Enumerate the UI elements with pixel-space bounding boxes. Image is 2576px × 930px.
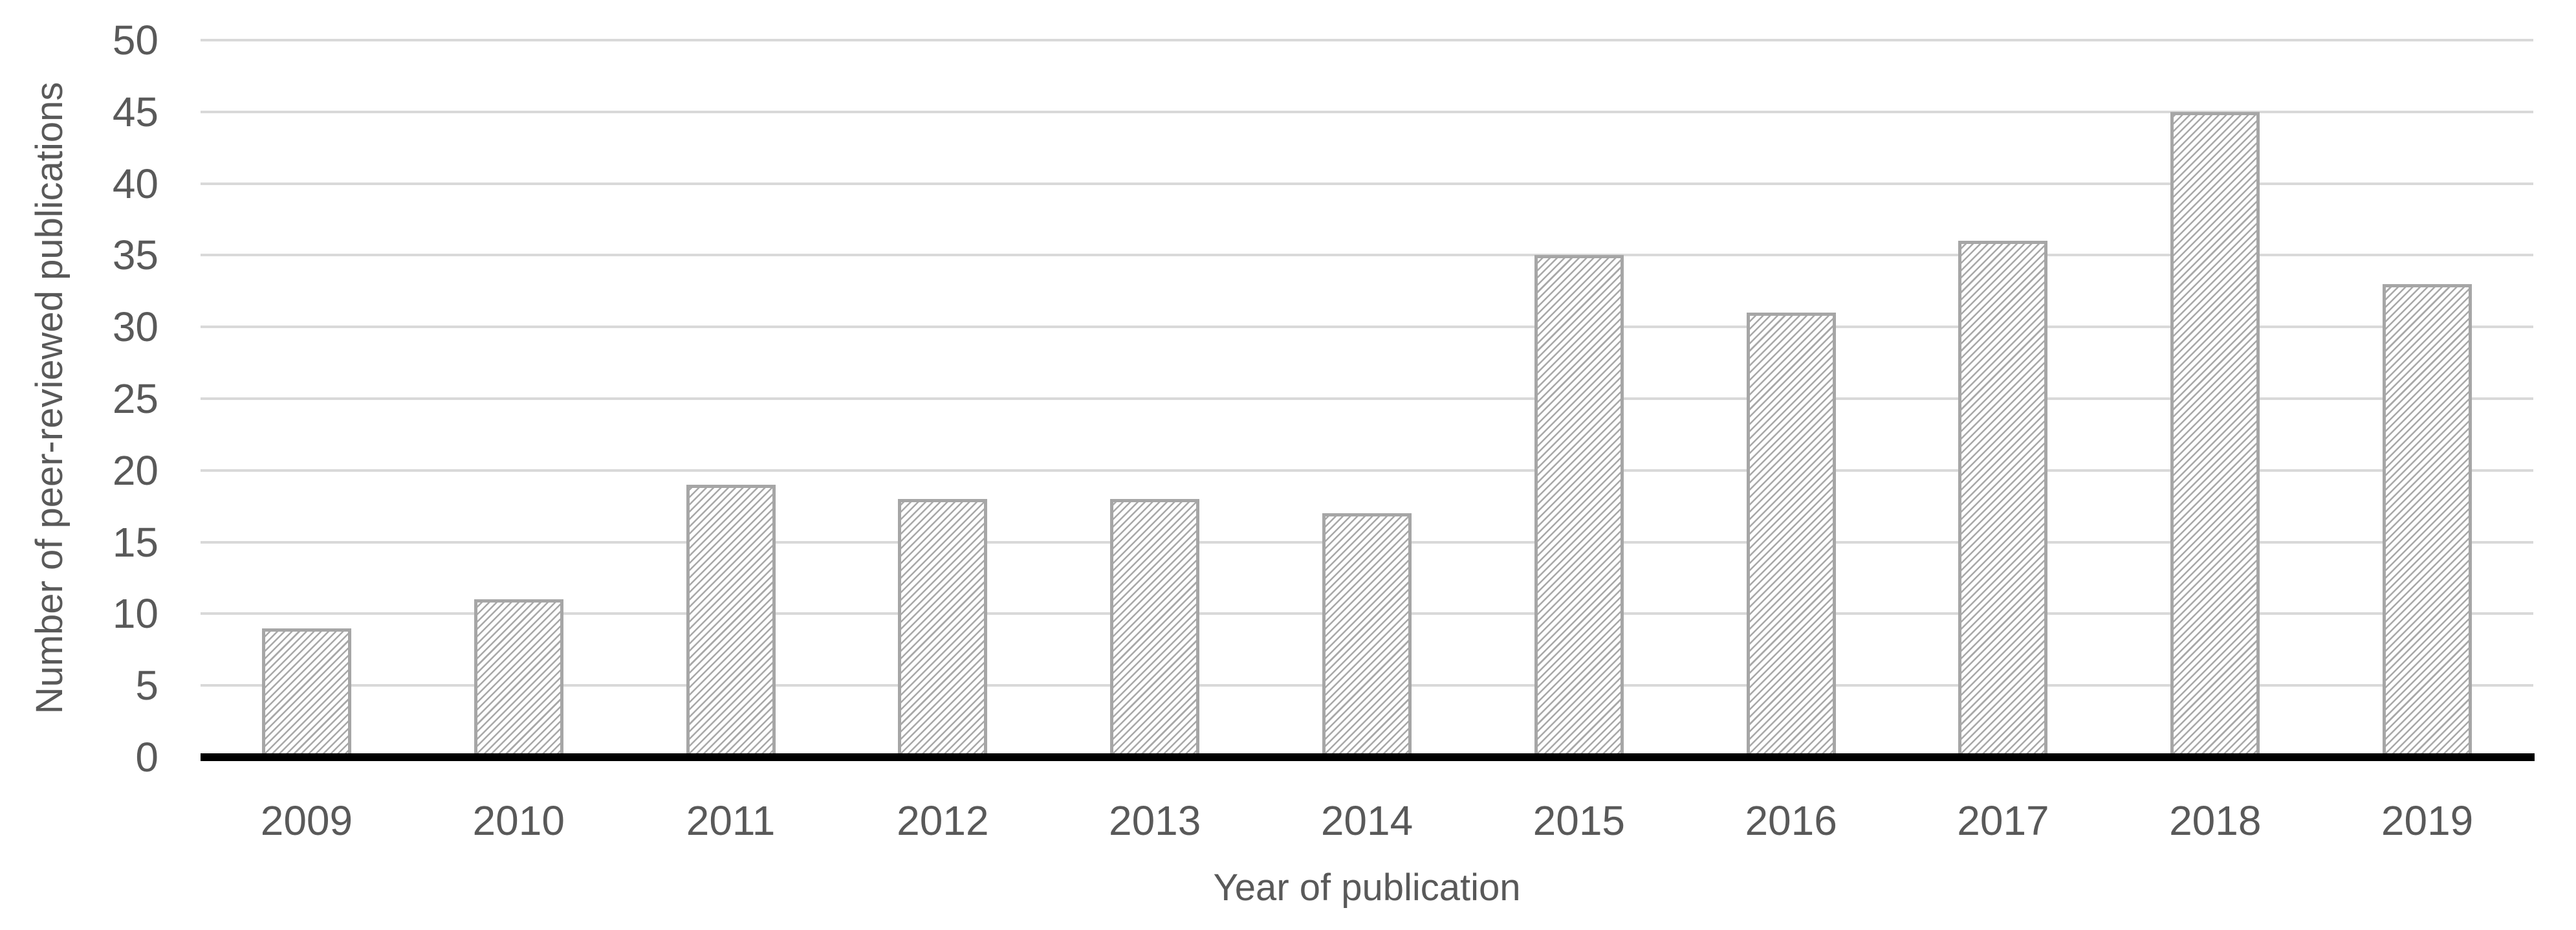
x-tick-label-2011: 2011 [686, 797, 776, 844]
x-tick-label-2019: 2019 [2381, 797, 2474, 844]
bar-2015 [1534, 255, 1624, 757]
y-tick-label-10: 10 [112, 590, 158, 637]
x-axis-title: Year of publication [1213, 867, 1521, 909]
x-tick-label-2014: 2014 [1320, 797, 1414, 844]
x-tick-label-2016: 2016 [1745, 797, 1837, 844]
bar-2018 [2170, 111, 2260, 757]
y-tick-label-45: 45 [112, 88, 158, 135]
y-tick-label-40: 40 [112, 160, 158, 207]
bar-2013 [1110, 499, 1200, 757]
y-axis-title: Number of peer-reviewed publications [28, 82, 71, 714]
gridline-20 [201, 469, 2533, 472]
y-tick-label-20: 20 [112, 447, 158, 494]
bar-2017 [1958, 241, 2048, 757]
bar-2011 [686, 484, 776, 757]
x-tick-label-2017: 2017 [1957, 797, 2049, 844]
gridline-50 [201, 39, 2533, 41]
gridline-25 [201, 397, 2533, 400]
gridline-45 [201, 110, 2533, 113]
bar-2014 [1322, 513, 1412, 757]
y-tick-label-25: 25 [112, 375, 158, 422]
bar-2019 [2383, 283, 2472, 757]
y-tick-label-15: 15 [112, 518, 158, 566]
x-tick-label-2009: 2009 [260, 797, 353, 844]
x-tick-label-2010: 2010 [472, 797, 565, 844]
x-tick-label-2012: 2012 [897, 797, 989, 844]
gridline-30 [201, 326, 2533, 329]
y-tick-label-5: 5 [135, 662, 158, 709]
gridline-35 [201, 254, 2533, 257]
bar-2009 [261, 628, 351, 757]
x-tick-label-2018: 2018 [2169, 797, 2262, 844]
y-tick-label-0: 0 [135, 734, 158, 781]
gridline-40 [201, 182, 2533, 185]
bar-2016 [1746, 313, 1836, 757]
y-tick-label-35: 35 [112, 232, 158, 279]
x-tick-label-2015: 2015 [1533, 797, 1625, 844]
bar-2012 [898, 499, 988, 757]
bar-2010 [474, 599, 563, 757]
y-tick-label-50: 50 [112, 17, 158, 63]
y-tick-label-30: 30 [112, 304, 158, 351]
x-tick-label-2013: 2013 [1108, 797, 1201, 844]
x-axis-line [201, 753, 2535, 761]
